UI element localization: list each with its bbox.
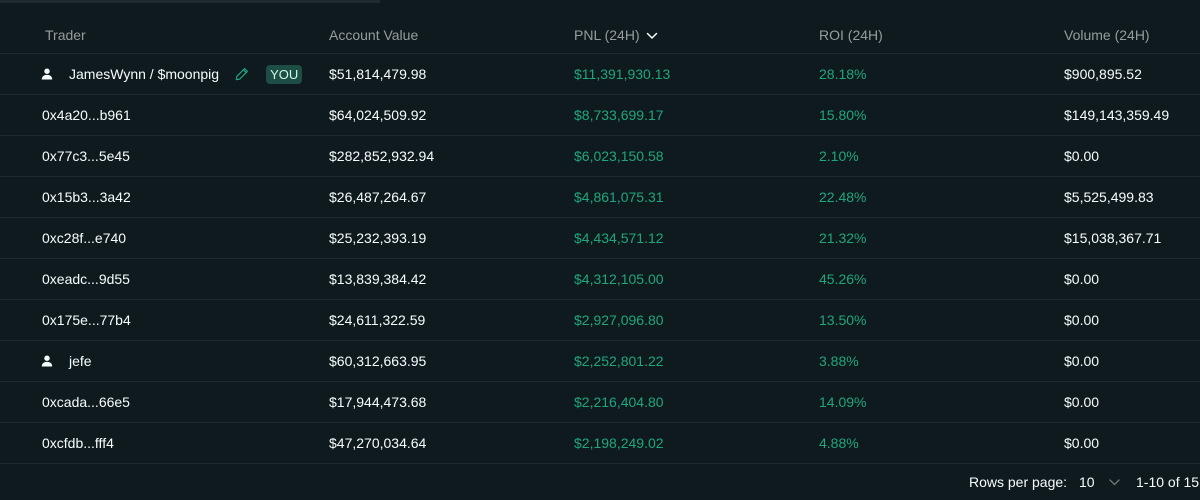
table-row[interactable]: 0xeadc...9d55 $13,839,384.42 $4,312,105.… <box>0 258 1200 300</box>
chevron-down-icon <box>646 27 658 43</box>
user-icon <box>41 68 53 80</box>
rows-per-page-value: 10 <box>1079 474 1095 490</box>
volume-cell: $900,895.52 <box>1064 53 1200 95</box>
trader-cell: jefe <box>0 340 329 382</box>
trader-cell: 0x15b3...3a42 <box>0 176 329 218</box>
volume-cell: $149,143,359.49 <box>1064 94 1200 136</box>
account-value-cell: $17,944,473.68 <box>329 381 574 423</box>
table-row[interactable]: jefe $60,312,663.95 $2,252,801.22 3.88% … <box>0 340 1200 382</box>
roi-cell: 3.88% <box>819 340 1064 382</box>
trader-name[interactable]: 0x15b3...3a42 <box>42 189 131 205</box>
pnl-cell: $6,023,150.58 <box>574 135 819 177</box>
trader-cell: 0xcada...66e5 <box>0 381 329 423</box>
trader-cell: JamesWynn / $moonpig YOU <box>0 53 329 95</box>
volume-cell: $15,038,367.71 <box>1064 217 1200 259</box>
account-value-cell: $282,852,932.94 <box>329 135 574 177</box>
volume-cell: $0.00 <box>1064 340 1200 382</box>
roi-cell: 45.26% <box>819 258 1064 300</box>
pnl-cell: $2,216,404.80 <box>574 381 819 423</box>
roi-cell: 13.50% <box>819 299 1064 341</box>
pnl-cell: $2,198,249.02 <box>574 422 819 464</box>
trader-cell: 0x175e...77b4 <box>0 299 329 341</box>
table-row[interactable]: 0x77c3...5e45 $282,852,932.94 $6,023,150… <box>0 135 1200 177</box>
table-row[interactable]: 0xcada...66e5 $17,944,473.68 $2,216,404.… <box>0 381 1200 423</box>
volume-cell: $0.00 <box>1064 422 1200 464</box>
rows-per-page-select[interactable]: 10 <box>1079 474 1120 490</box>
account-value-cell: $24,611,322.59 <box>329 299 574 341</box>
roi-cell: 14.09% <box>819 381 1064 423</box>
you-badge: YOU <box>266 64 303 84</box>
account-value-cell: $64,024,509.92 <box>329 94 574 136</box>
roi-cell: 4.88% <box>819 422 1064 464</box>
account-value-cell: $60,312,663.95 <box>329 340 574 382</box>
table-row[interactable]: 0x4a20...b961 $64,024,509.92 $8,733,699.… <box>0 94 1200 136</box>
volume-cell: $0.00 <box>1064 381 1200 423</box>
account-value-cell: $26,487,264.67 <box>329 176 574 218</box>
trader-name[interactable]: 0x77c3...5e45 <box>42 148 130 164</box>
pnl-cell: $4,312,105.00 <box>574 258 819 300</box>
column-header-volume[interactable]: Volume (24H) <box>1064 17 1200 54</box>
pnl-cell: $4,434,571.12 <box>574 217 819 259</box>
pnl-cell: $8,733,699.17 <box>574 94 819 136</box>
trader-cell: 0xc28f...e740 <box>0 217 329 259</box>
column-header-pnl[interactable]: PNL (24H) <box>574 17 819 54</box>
trader-name[interactable]: 0xeadc...9d55 <box>42 271 130 287</box>
trader-name[interactable]: 0xcada...66e5 <box>42 394 130 410</box>
volume-cell: $5,525,499.83 <box>1064 176 1200 218</box>
volume-cell: $0.00 <box>1064 135 1200 177</box>
pnl-cell: $11,391,930.13 <box>574 53 819 95</box>
column-header-roi[interactable]: ROI (24H) <box>819 17 1064 54</box>
pnl-cell: $4,861,075.31 <box>574 176 819 218</box>
volume-cell: $0.00 <box>1064 299 1200 341</box>
roi-cell: 28.18% <box>819 53 1064 95</box>
pnl-cell: $2,927,096.80 <box>574 299 819 341</box>
leaderboard-table: Trader Account Value PNL (24H) ROI (24H)… <box>0 17 1200 464</box>
table-row[interactable]: 0xc28f...e740 $25,232,393.19 $4,434,571.… <box>0 217 1200 259</box>
table-row[interactable]: 0x175e...77b4 $24,611,322.59 $2,927,096.… <box>0 299 1200 341</box>
top-divider-strip <box>0 0 380 3</box>
trader-name[interactable]: jefe <box>69 353 92 369</box>
trader-cell: 0xeadc...9d55 <box>0 258 329 300</box>
chevron-down-icon <box>1108 478 1120 486</box>
trader-name[interactable]: JamesWynn / $moonpig <box>69 66 220 82</box>
edit-pencil-icon[interactable] <box>235 67 249 81</box>
roi-cell: 21.32% <box>819 217 1064 259</box>
column-header-pnl-label: PNL (24H) <box>574 26 640 43</box>
trader-cell: 0x77c3...5e45 <box>0 135 329 177</box>
column-header-trader[interactable]: Trader <box>0 17 329 54</box>
roi-cell: 2.10% <box>819 135 1064 177</box>
pagination-footer: Rows per page: 10 1-10 of 15 <box>0 470 1200 496</box>
roi-cell: 15.80% <box>819 94 1064 136</box>
trader-cell: 0x4a20...b961 <box>0 94 329 136</box>
rows-per-page-label: Rows per page: <box>969 474 1068 490</box>
table-row[interactable]: 0x15b3...3a42 $26,487,264.67 $4,861,075.… <box>0 176 1200 218</box>
account-value-cell: $13,839,384.42 <box>329 258 574 300</box>
table-row[interactable]: JamesWynn / $moonpig YOU $51,814,479.98 … <box>0 53 1200 95</box>
trader-name[interactable]: 0x175e...77b4 <box>42 312 131 328</box>
column-header-account-value[interactable]: Account Value <box>329 17 574 54</box>
trader-name[interactable]: 0xcfdb...fff4 <box>42 435 114 451</box>
account-value-cell: $25,232,393.19 <box>329 217 574 259</box>
account-value-cell: $47,270,034.64 <box>329 422 574 464</box>
user-icon <box>41 355 53 367</box>
pagination-range: 1-10 of 15 <box>1136 474 1200 490</box>
trader-cell: 0xcfdb...fff4 <box>0 422 329 464</box>
volume-cell: $0.00 <box>1064 258 1200 300</box>
table-row[interactable]: 0xcfdb...fff4 $47,270,034.64 $2,198,249.… <box>0 422 1200 464</box>
trader-name[interactable]: 0x4a20...b961 <box>42 107 131 123</box>
account-value-cell: $51,814,479.98 <box>329 53 574 95</box>
roi-cell: 22.48% <box>819 176 1064 218</box>
pnl-cell: $2,252,801.22 <box>574 340 819 382</box>
trader-name[interactable]: 0xc28f...e740 <box>42 230 127 246</box>
table-header-row: Trader Account Value PNL (24H) ROI (24H)… <box>0 17 1200 54</box>
